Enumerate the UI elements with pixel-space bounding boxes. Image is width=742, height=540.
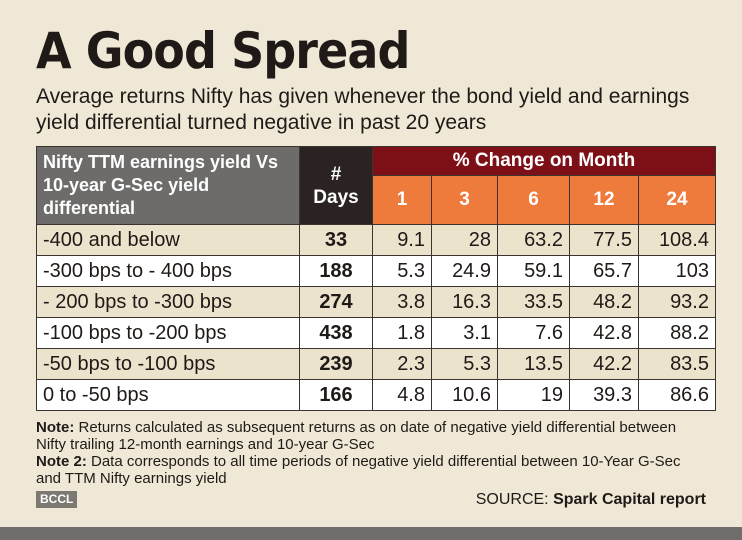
note-1-label: Note:: [36, 419, 75, 436]
row-days: 274: [299, 286, 373, 318]
header-days-hash: #: [330, 163, 342, 185]
cell-month-12: 42.8: [569, 317, 639, 349]
note-2-label: Note 2:: [36, 453, 87, 470]
bottom-band: [0, 527, 742, 540]
source-label: SOURCE:: [475, 491, 554, 508]
cell-month-12: 42.2: [569, 348, 639, 380]
row-days: 188: [299, 255, 373, 287]
cell-month-1: 4.8: [372, 379, 432, 411]
header-days: # Days: [299, 146, 373, 225]
row-label: - 200 bps to -300 bps: [36, 286, 300, 318]
cell-month-24: 103: [638, 255, 716, 287]
cell-month-3: 28: [431, 224, 498, 256]
header-percent-change: % Change on Month: [372, 146, 716, 176]
cell-month-6: 63.2: [497, 224, 570, 256]
table-row: -100 bps to -200 bps 438 1.8 3.1 7.6 42.8 88.2: [36, 317, 716, 349]
returns-table: Nifty TTM earnings yield Vs 10-year G-Se…: [36, 146, 716, 411]
cell-month-24: 108.4: [638, 224, 716, 256]
footer: Note: Returns calculated as subsequent r…: [36, 419, 706, 509]
cell-month-1: 2.3: [372, 348, 432, 380]
row-days: 33: [299, 224, 373, 256]
watermark: BCCL: [36, 491, 78, 508]
note-2: Note 2: Data corresponds to all time per…: [36, 453, 706, 487]
header-month-3: 3: [431, 175, 498, 225]
row-label: -50 bps to -100 bps: [36, 348, 300, 380]
row-label: -400 and below: [36, 224, 300, 256]
row-days: 166: [299, 379, 373, 411]
header-days-label: Days: [313, 186, 359, 208]
notes: Note: Returns calculated as subsequent r…: [36, 419, 706, 487]
cell-month-12: 77.5: [569, 224, 639, 256]
header-month-6: 6: [497, 175, 570, 225]
table-row: -400 and below 33 9.1 28 63.2 77.5 108.4: [36, 224, 716, 256]
cell-month-1: 3.8: [372, 286, 432, 318]
cell-month-3: 3.1: [431, 317, 498, 349]
cell-month-12: 48.2: [569, 286, 639, 318]
row-label: 0 to -50 bps: [36, 379, 300, 411]
cell-month-3: 16.3: [431, 286, 498, 318]
row-label: -300 bps to - 400 bps: [36, 255, 300, 287]
cell-month-24: 86.6: [638, 379, 716, 411]
cell-month-3: 10.6: [431, 379, 498, 411]
header-differential: Nifty TTM earnings yield Vs 10-year G-Se…: [36, 146, 300, 225]
row-label: -100 bps to -200 bps: [36, 317, 300, 349]
header-month-12: 12: [569, 175, 639, 225]
table-row: -50 bps to -100 bps 239 2.3 5.3 13.5 42.2 83.5: [36, 348, 716, 380]
subtitle: Average returns Nifty has given whenever…: [36, 85, 690, 134]
cell-month-6: 7.6: [497, 317, 570, 349]
note-1: Note: Returns calculated as subsequent r…: [36, 419, 706, 453]
note-2-text: Data corresponds to all time periods of …: [36, 453, 681, 487]
row-days: 438: [299, 317, 373, 349]
row-days: 239: [299, 348, 373, 380]
cell-month-12: 65.7: [569, 255, 639, 287]
cell-month-6: 19: [497, 379, 570, 411]
header-month-24: 24: [638, 175, 716, 225]
header-month-1: 1: [372, 175, 432, 225]
cell-month-1: 9.1: [372, 224, 432, 256]
cell-month-6: 13.5: [497, 348, 570, 380]
page-title: A Good Spread: [36, 22, 410, 80]
cell-month-3: 5.3: [431, 348, 498, 380]
cell-month-24: 83.5: [638, 348, 716, 380]
source: SOURCE: Spark Capital report: [476, 490, 706, 509]
table-row: -300 bps to - 400 bps 188 5.3 24.9 59.1 65.7 1…: [36, 255, 716, 287]
cell-month-24: 93.2: [638, 286, 716, 318]
cell-month-6: 33.5: [497, 286, 570, 318]
cell-month-1: 1.8: [372, 317, 432, 349]
cell-month-6: 59.1: [497, 255, 570, 287]
cell-month-12: 39.3: [569, 379, 639, 411]
table-row: - 200 bps to -300 bps 274 3.8 16.3 33.5 48.2 9…: [36, 286, 716, 318]
cell-month-24: 88.2: [638, 317, 716, 349]
cell-month-3: 24.9: [431, 255, 498, 287]
footer-bottom-row: BCCL SOURCE: Spark Capital report: [36, 490, 706, 509]
note-1-text: Returns calculated as subsequent returns…: [36, 419, 677, 453]
source-value: Spark Capital report: [553, 491, 706, 508]
table-row: 0 to -50 bps 166 4.8 10.6 19 39.3 86.6: [36, 379, 716, 411]
cell-month-1: 5.3: [372, 255, 432, 287]
